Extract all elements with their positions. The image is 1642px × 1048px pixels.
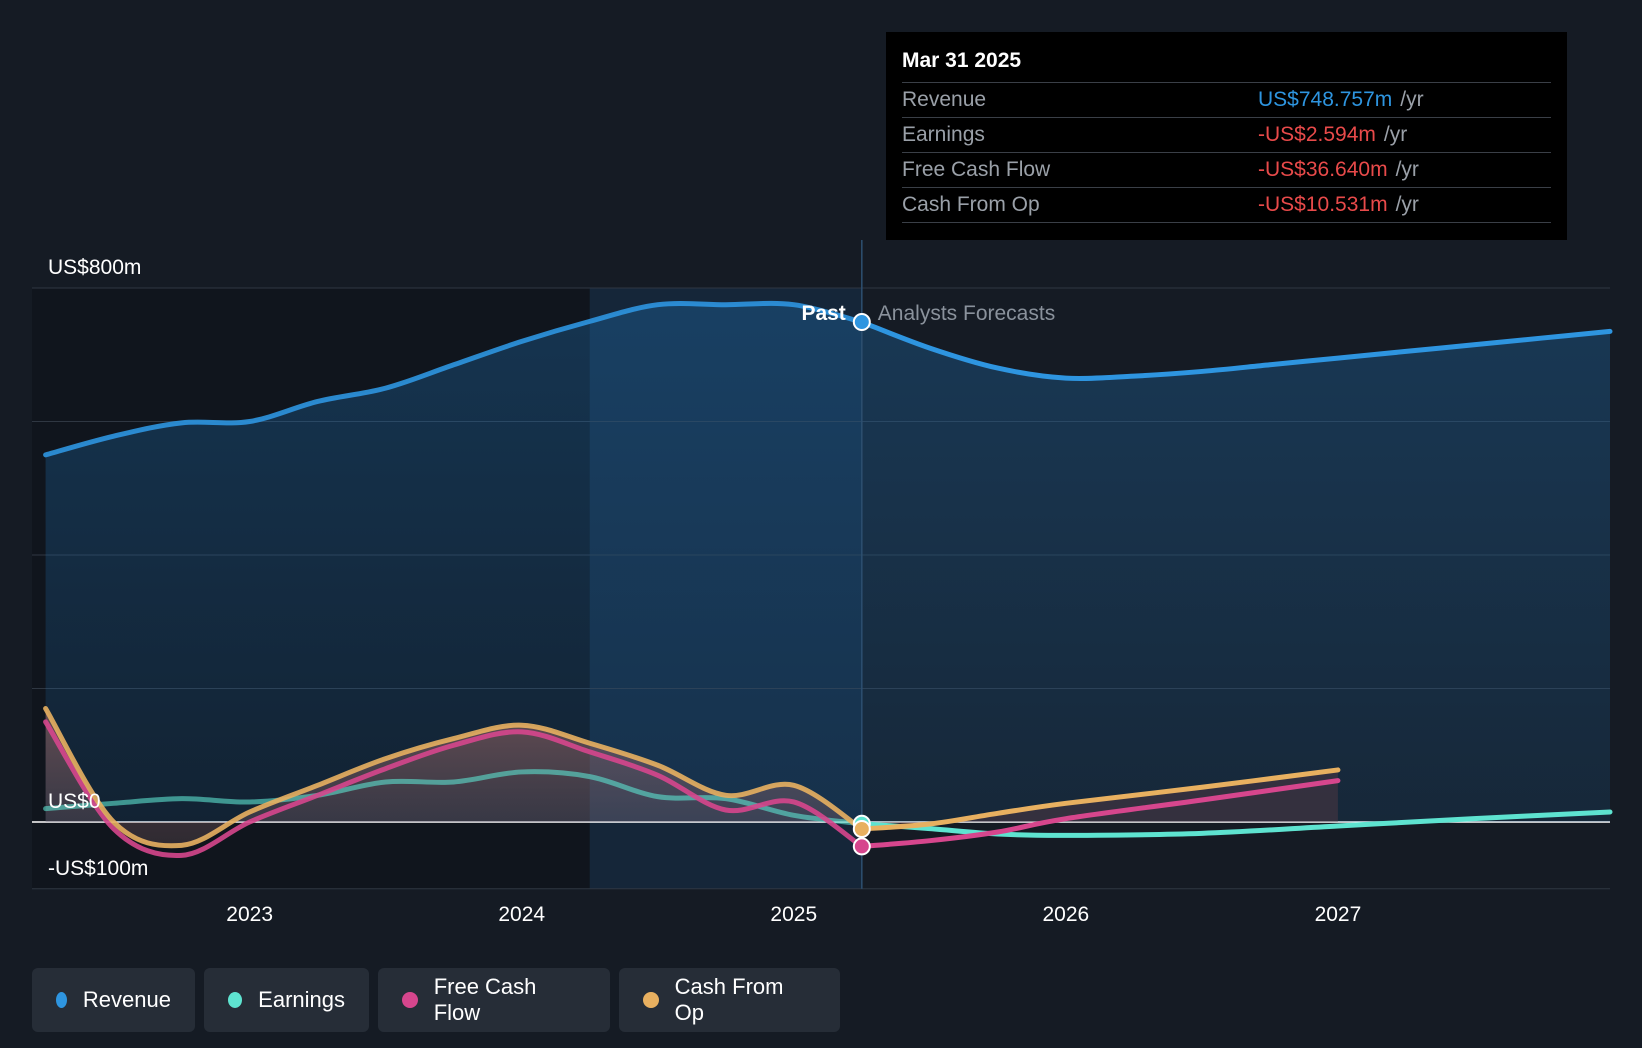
x-tick-label: 2025: [770, 903, 817, 926]
legend-label: Free Cash Flow: [433, 974, 537, 1025]
tooltip-row-label: Earnings: [902, 123, 985, 146]
series-lines: [43, 300, 1613, 858]
series-markers: [852, 313, 871, 856]
tooltip-row-unit: /yr: [1400, 88, 1424, 111]
revenue-area: [45, 303, 1611, 822]
legend-dot-icon: [643, 992, 659, 1008]
tooltip-row-unit: /yr: [1395, 193, 1419, 216]
legend-dot-icon: [56, 992, 67, 1008]
tooltip-row-value: -US$10.531m: [1258, 193, 1388, 216]
tooltip-row-unit: /yr: [1383, 123, 1408, 146]
legend-label: Revenue: [82, 987, 171, 1012]
chart-legend: Revenue Earnings Free Cash Flow Cash From O…: [32, 968, 840, 1032]
cash-from-op-area: [45, 708, 862, 846]
chart-canvas: US$800m US$0 -US$100m 2023 2024 2025 2026 2027 P…: [32, 240, 1613, 926]
forecast-label: Analysts Forecasts: [878, 302, 1055, 325]
cash-from-op-marker: [852, 820, 871, 839]
tooltip-row-value: US$748.757m: [1258, 88, 1393, 111]
earnings-past-line: [43, 769, 865, 827]
free-cash-flow-past-line: [43, 719, 865, 858]
data-tooltip: Mar 31 2025 Revenue US$748.757m/yr Earning…: [886, 32, 1567, 240]
tooltip-date: Mar 31 2025: [902, 49, 1022, 72]
x-tick-label: 2023: [226, 903, 273, 926]
tooltip-row-label: Cash From Op: [902, 193, 1040, 216]
tooltip-row-label: Free Cash Flow: [902, 158, 1051, 181]
revenue-forecast-line: [859, 319, 1613, 382]
tooltip-row-value: -US$2.594m: [1258, 123, 1376, 146]
cash-from-op-past-line: [43, 706, 865, 849]
free-cash-flow-forecast-line: [859, 778, 1341, 849]
legend-dot-icon: [228, 992, 243, 1008]
tooltip-row: Free Cash Flow -US$36.640m/yr: [902, 152, 1551, 187]
revenue-marker: [852, 313, 871, 332]
tooltip-row-value: -US$36.640m: [1258, 158, 1388, 181]
x-tick-label: 2027: [1315, 903, 1362, 926]
free-cash-flow-marker: [852, 837, 871, 856]
legend-item-free-cash-flow[interactable]: Free Cash Flow: [378, 968, 610, 1032]
tooltip-row: Revenue US$748.757m/yr: [902, 82, 1551, 117]
y-axis-label: US$800m: [48, 256, 141, 279]
revenue-past-line: [43, 300, 865, 458]
legend-item-cash-from-op[interactable]: Cash From Op: [619, 968, 840, 1032]
tooltip-row-label: Revenue: [902, 88, 987, 111]
y-axis-label: US$0: [48, 790, 101, 813]
legend-item-revenue[interactable]: Revenue: [32, 968, 195, 1032]
y-axis-label: -US$100m: [48, 857, 148, 880]
cash-from-op-forecast-line: [859, 767, 1341, 832]
tooltip-row-unit: /yr: [1395, 158, 1419, 181]
past-label: Past: [801, 302, 845, 325]
tooltip-row: Cash From Op -US$10.531m/yr: [902, 187, 1551, 223]
tooltip-rows: Revenue US$748.757m/yr Earnings -US$2.594m /…: [902, 82, 1551, 223]
legend-item-earnings[interactable]: Earnings: [204, 968, 369, 1032]
axis-labels: US$800m US$0 -US$100m 2023 2024 2025 2026 2027 P…: [48, 256, 1361, 926]
legend-dot-icon: [402, 992, 418, 1008]
x-tick-label: 2024: [498, 903, 545, 926]
tooltip-row: Earnings -US$2.594m/yr: [902, 117, 1551, 152]
legend-label: Earnings: [258, 987, 345, 1012]
earnings-forecast-line: [859, 809, 1613, 838]
x-tick-label: 2026: [1043, 903, 1090, 926]
legend-label: Cash From Op: [674, 974, 784, 1025]
